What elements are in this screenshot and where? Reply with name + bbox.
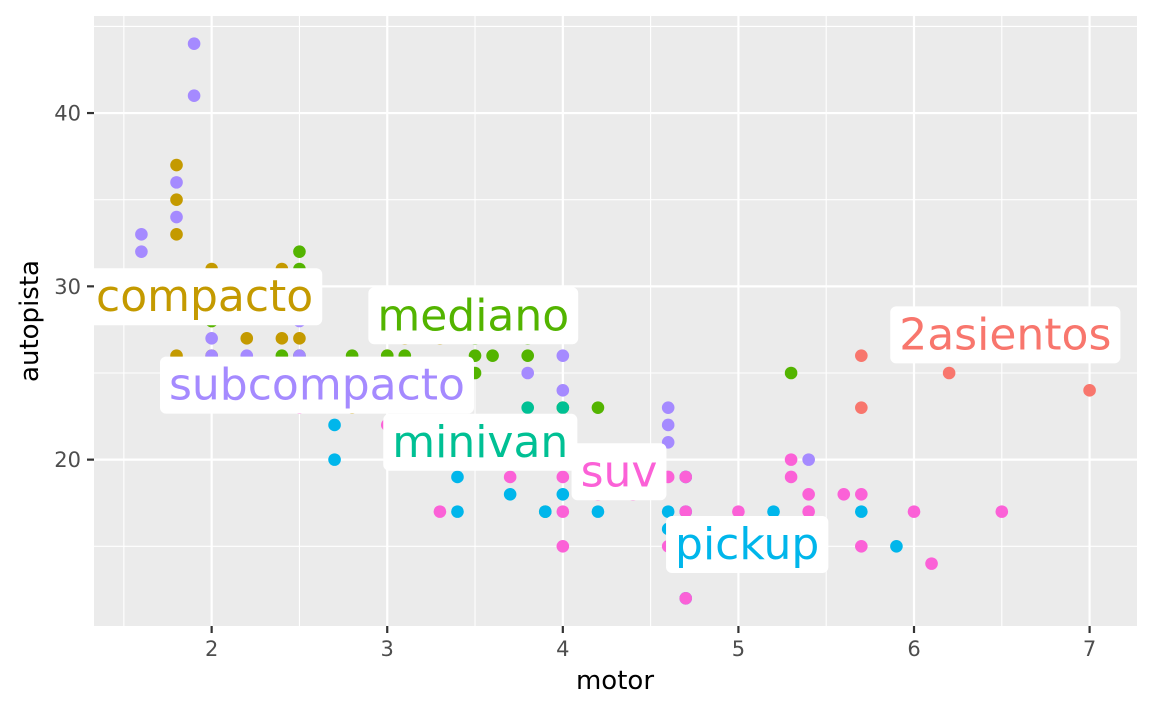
data-point-subcompacto [135,228,148,241]
data-point-suv [802,505,815,518]
data-point-suv [732,505,745,518]
group-labels: 2asientos compacto mediano minivan pickup sub… [87,268,1121,574]
data-point-suv [679,591,693,605]
data-point-subcompacto [187,37,201,51]
data-point-suv [837,487,851,501]
data-point-subcompacto [205,332,218,345]
data-point-pickup [451,470,464,484]
data-point-mediano [591,401,605,414]
data-point-suv [556,505,570,518]
label-box-minivan [383,413,578,471]
x-tick-label: 6 [907,637,920,661]
data-point-compacto [170,158,183,172]
data-point-2asientos [1083,384,1096,397]
data-point-suv [855,539,868,553]
label-box-subcompacto [160,356,474,414]
data-point-pickup [661,505,675,518]
data-point-subcompacto [135,245,148,258]
data-point-suv [556,470,570,484]
data-point-pickup [767,505,780,518]
data-point-pickup [538,505,552,518]
data-point-mediano [521,349,535,362]
x-tick-label: 3 [381,637,394,661]
label-box-compacto [87,268,323,326]
data-point-suv [556,539,570,553]
data-point-suv [503,470,517,484]
data-point-pickup [556,487,570,501]
label-box-mediano [368,287,579,345]
data-point-suv [995,505,1009,518]
x-tick-label: 4 [556,637,569,661]
data-point-pickup [451,505,464,518]
label-box-pickup [666,516,829,574]
data-point-subcompacto [556,384,570,397]
group-label-mediano: mediano [377,290,569,341]
data-point-suv [433,505,447,518]
data-point-compacto [170,193,183,206]
data-point-minivan [556,401,570,414]
data-point-mediano [486,349,499,362]
data-point-subcompacto [802,453,815,466]
data-point-mediano [784,366,798,380]
data-point-suv [679,505,693,518]
data-point-subcompacto [556,349,570,362]
y-axis-title: autopista [15,260,45,382]
data-point-compacto [170,228,183,241]
data-point-suv [907,505,921,518]
data-point-pickup [328,418,341,432]
data-point-compacto [240,332,254,345]
y-tick-label: 20 [54,448,81,472]
data-point-compacto [293,332,306,345]
y-tick-label: 40 [54,102,81,126]
group-label-suv: suv [581,446,658,497]
y-tick-label: 30 [54,275,81,299]
data-point-suv [784,453,798,466]
data-point-suv [784,470,798,484]
data-point-pickup [855,505,868,518]
data-point-pickup [890,539,903,553]
group-label-2asientos: 2asientos [899,309,1111,360]
label-box-2asientos [890,306,1121,364]
group-label-pickup: pickup [675,519,819,570]
data-point-subcompacto [521,366,535,380]
data-point-suv [802,487,815,501]
data-point-pickup [591,505,605,518]
axes: 2 3 4 5 6 7 20 30 40 [54,102,1096,661]
data-point-suv [855,487,868,501]
x-tick-label: 5 [732,637,745,661]
data-point-subcompacto [170,210,183,224]
label-box-suv [571,443,667,501]
data-point-subcompacto [661,418,675,432]
group-label-compacto: compacto [96,271,313,322]
data-point-subcompacto [170,176,183,189]
data-point-suv [679,470,693,484]
data-point-minivan [521,401,535,414]
x-tick-label: 7 [1083,637,1096,661]
data-point-subcompacto [661,401,675,414]
group-label-subcompacto: subcompacto [169,360,465,411]
data-point-suv [925,557,938,570]
x-axis-title: motor [576,666,654,696]
data-point-pickup [328,453,341,466]
data-point-subcompacto [187,89,201,103]
x-tick-label: 2 [205,637,218,661]
data-point-2asientos [855,349,868,362]
data-point-mediano [293,245,306,258]
data-point-2asientos [942,366,956,380]
data-point-pickup [503,487,517,501]
group-label-minivan: minivan [392,417,568,468]
data-point-compacto [275,332,289,345]
data-point-2asientos [855,401,868,414]
